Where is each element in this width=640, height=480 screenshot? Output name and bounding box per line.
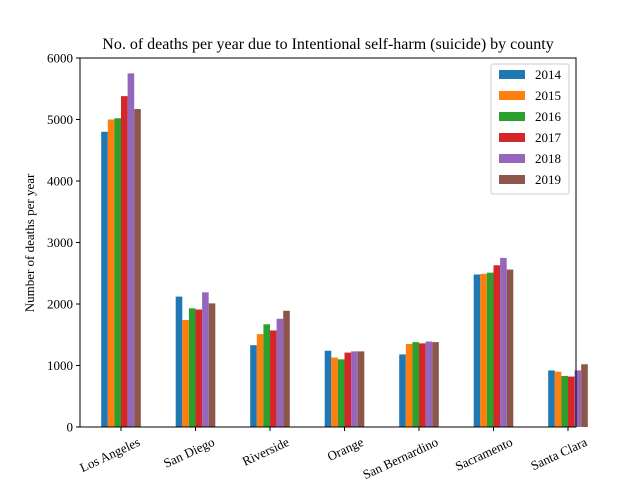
x-tick-label: San Bernardino (360, 434, 440, 480)
bar-orange-2016 (337, 359, 345, 427)
bar-sacramento-2016 (486, 272, 494, 427)
chart-title: No. of deaths per year due to Intentiona… (102, 36, 553, 53)
bar-riverside-2014 (250, 345, 257, 427)
bar-sacramento-2014 (473, 274, 481, 427)
legend-swatch-2017 (499, 133, 525, 142)
bar-los-angeles-2017 (121, 96, 128, 427)
legend-swatch-2019 (499, 175, 525, 184)
bar-orange-2015 (331, 357, 338, 427)
y-tick-label: 6000 (47, 51, 73, 66)
bar-san-bernardino-2019 (432, 342, 439, 427)
bar-san-bernardino-2017 (419, 343, 426, 427)
bar-santa-clara-2015 (554, 371, 562, 427)
bar-santa-clara-2017 (568, 376, 575, 427)
bar-san-bernardino-2016 (412, 342, 419, 427)
legend: 2014 2015 2016 2017 2018 2019 (490, 63, 570, 195)
y-tick-label: 0 (67, 420, 74, 435)
bar-san-diego-2019 (208, 303, 216, 427)
bar-orange-2019 (357, 351, 365, 427)
bar-los-angeles-2019 (134, 109, 141, 428)
bars-group (101, 73, 588, 428)
y-tick-label: 5000 (47, 112, 73, 127)
x-tick-label: Los Angeles (77, 434, 142, 475)
legend-label-2019: 2019 (535, 172, 561, 187)
x-tick-label: Santa Clara (528, 434, 589, 473)
bar-san-bernardino-2015 (405, 343, 413, 427)
legend-label-2014: 2014 (535, 67, 562, 82)
legend-label-2017: 2017 (535, 130, 562, 145)
bar-los-angeles-2016 (114, 118, 121, 428)
y-tick-label: 2000 (47, 297, 73, 312)
legend-swatch-2016 (499, 112, 525, 121)
y-axis: 0 1000 2000 3000 4000 5000 6000 (47, 51, 80, 435)
x-tick-label: Sacramento (453, 434, 515, 474)
bar-riverside-2017 (270, 330, 277, 427)
bar-san-diego-2017 (195, 309, 203, 427)
plot-area-frame (79, 57, 577, 428)
legend-label-2015: 2015 (535, 88, 561, 103)
x-tick-label: Orange (325, 434, 366, 464)
bar-san-bernardino-2014 (399, 354, 406, 427)
bar-orange-2014 (324, 350, 332, 427)
bar-sacramento-2019 (506, 269, 514, 427)
bar-sacramento-2018 (500, 257, 507, 428)
bar-los-angeles-2018 (127, 73, 135, 428)
bar-san-diego-2014 (175, 296, 183, 427)
legend-swatch-2014 (499, 70, 525, 79)
y-tick-label: 4000 (47, 174, 73, 189)
bar-riverside-2018 (276, 318, 284, 427)
bar-san-diego-2018 (202, 292, 209, 427)
bar-sacramento-2017 (493, 265, 501, 427)
bar-sacramento-2015 (480, 273, 487, 427)
legend-label-2018: 2018 (535, 151, 561, 166)
y-tick-label: 1000 (47, 358, 73, 373)
bar-riverside-2019 (283, 310, 290, 427)
bar-riverside-2015 (256, 334, 264, 427)
bar-san-diego-2015 (182, 319, 189, 427)
bar-riverside-2016 (263, 324, 270, 427)
bar-san-bernardino-2018 (425, 341, 433, 427)
bar-santa-clara-2018 (574, 370, 582, 427)
bar-orange-2017 (344, 352, 352, 427)
y-axis-label: Number of deaths per year (22, 173, 37, 312)
bar-los-angeles-2014 (101, 131, 108, 428)
x-tick-label: San Diego (161, 434, 217, 471)
y-tick-label: 3000 (47, 235, 73, 250)
bar-san-diego-2016 (188, 308, 196, 427)
bar-orange-2018 (351, 351, 358, 427)
bar-santa-clara-2016 (561, 375, 568, 427)
bar-los-angeles-2015 (107, 119, 115, 427)
bar-santa-clara-2014 (548, 370, 555, 427)
legend-swatch-2018 (499, 154, 525, 163)
legend-label-2016: 2016 (535, 109, 562, 124)
x-tick-label: Riverside (240, 434, 292, 469)
bar-santa-clara-2019 (581, 364, 588, 427)
legend-swatch-2015 (499, 91, 525, 100)
